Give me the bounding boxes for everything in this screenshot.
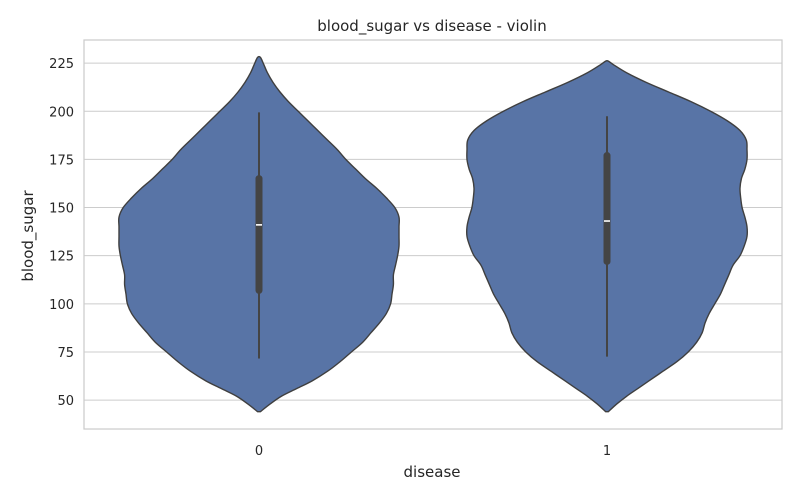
y-tick-label: 150 [49, 202, 74, 217]
y-tick-label: 50 [57, 394, 74, 409]
x-tick-label: 1 [603, 444, 611, 459]
y-tick-label: 225 [49, 57, 74, 72]
x-axis-label: disease [404, 463, 461, 481]
y-axis-label: blood_sugar [19, 190, 38, 282]
violin-group [117, 55, 749, 413]
y-tick-label: 100 [49, 298, 74, 313]
x-tick-label: 0 [255, 444, 263, 459]
plot-frame [83, 39, 783, 430]
y-tick-label: 125 [49, 250, 74, 265]
y-tick-label: 75 [57, 346, 74, 361]
y-tick-label: 175 [49, 153, 74, 168]
y-tick-labels: 50 75 100 125 150 175 200 225 [49, 57, 74, 409]
chart-title: blood_sugar vs disease - violin [317, 17, 546, 36]
y-tick-label: 200 [49, 105, 74, 120]
